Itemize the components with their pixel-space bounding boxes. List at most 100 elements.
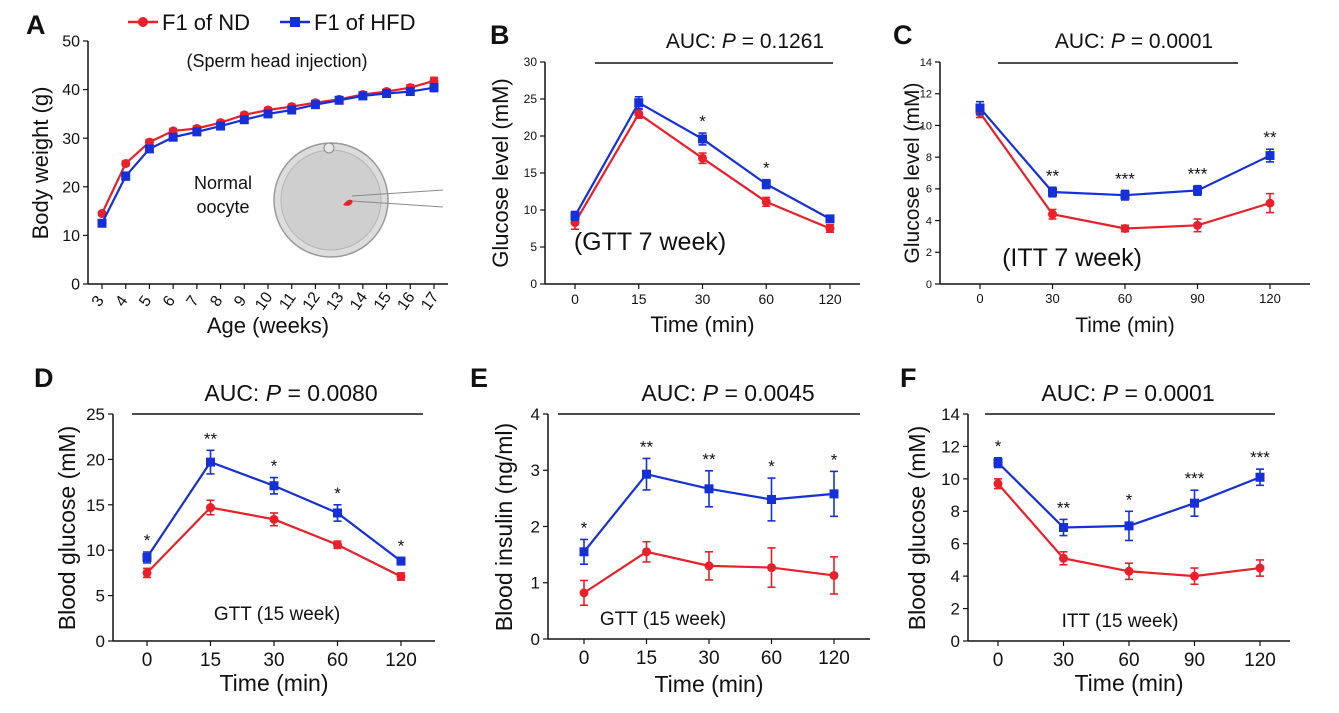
panel-letter-a: A bbox=[26, 10, 46, 40]
panel-d-auc-p: P bbox=[266, 380, 282, 406]
panel-e-xtick-label: 120 bbox=[818, 648, 850, 669]
panel-f-significance-mark: *** bbox=[1250, 448, 1270, 467]
panel-b-series-nd-point bbox=[634, 109, 644, 119]
panel-f-series-hfd-point bbox=[1190, 498, 1199, 508]
panel-letter-c: C bbox=[893, 20, 913, 50]
panel-c-ytick-label: 2 bbox=[926, 247, 932, 259]
panel-c-ytick-label: 4 bbox=[926, 215, 932, 227]
panel-d-series-hfd-point bbox=[333, 508, 342, 518]
panel-c-ytick-label: 8 bbox=[926, 152, 932, 164]
legend-item-hfd: F1 of HFD bbox=[280, 10, 415, 35]
panel-f-auc-value: = 0.0001 bbox=[1118, 380, 1215, 406]
panel-b-xtick-label: 30 bbox=[695, 291, 711, 307]
panel-a-ytick-label: 10 bbox=[62, 228, 80, 245]
panel-c-series-nd-point bbox=[1265, 198, 1275, 208]
panel-c-auc-prefix: AUC: bbox=[1055, 30, 1111, 53]
panel-a-series-nd-point bbox=[144, 137, 154, 147]
panel-e-ylabel: Blood insulin (ng/ml) bbox=[491, 423, 517, 631]
panel-c-annotation: (ITT 7 week) bbox=[1002, 244, 1142, 272]
panel-f-xlabel: Time (min) bbox=[1074, 670, 1183, 696]
panel-b-ytick-label: 10 bbox=[524, 203, 538, 217]
oocyte-label-line2: oocyte bbox=[196, 197, 249, 217]
panel-d-significance-mark: * bbox=[271, 457, 278, 476]
panel-b-auc-prefix: AUC: bbox=[666, 30, 722, 53]
panel-b-series-hfd-point bbox=[570, 211, 580, 221]
panel-e-xtick-label: 0 bbox=[579, 648, 590, 669]
panel-e-ytick-label: 4 bbox=[531, 405, 540, 424]
panel-d-ytick-label: 0 bbox=[96, 632, 105, 651]
panel-f-series-nd-point bbox=[1190, 571, 1199, 581]
panel-b-annotation: (GTT 7 week) bbox=[574, 228, 726, 256]
panel-e-ytick-label: 0 bbox=[531, 630, 540, 649]
panel-f-series-nd bbox=[993, 478, 1265, 586]
panel-e-significance-mark: * bbox=[768, 457, 775, 476]
panel-d-significance-mark: * bbox=[398, 536, 405, 555]
panel-f-ytick-label: 14 bbox=[941, 405, 960, 424]
panel-e-xlabel: Time (min) bbox=[654, 671, 763, 697]
panel-f-xtick-label: 120 bbox=[1244, 650, 1276, 671]
panel-a-ytick-label: 0 bbox=[71, 277, 80, 294]
panel-a-series-hfd-point bbox=[97, 218, 107, 228]
panel-f-series-nd-point bbox=[993, 479, 1003, 489]
panel-letter-b: B bbox=[490, 20, 510, 50]
legend-nd-label: F1 of ND bbox=[162, 10, 250, 35]
panel-f-series-hfd-point bbox=[993, 458, 1003, 468]
panel-f-ylabel: Blood glucose (mM) bbox=[904, 426, 930, 631]
legend-item-nd: F1 of ND bbox=[128, 10, 250, 35]
panel-f-ytick-label: 8 bbox=[951, 502, 960, 521]
injection-needle-top bbox=[351, 189, 444, 197]
panel-a-xtick-label: 14 bbox=[347, 289, 371, 313]
panel-a-xtick-label: 9 bbox=[231, 293, 250, 310]
panel-f-significance-mark: *** bbox=[1185, 469, 1205, 488]
panel-a-series-hfd-point bbox=[144, 144, 154, 154]
panel-a-xtick-label: 16 bbox=[395, 289, 419, 313]
panel-f-series-hfd bbox=[993, 456, 1265, 542]
panel-a-xtick-label: 7 bbox=[184, 293, 203, 310]
panel-a-xtick-label: 8 bbox=[207, 293, 226, 310]
panel-a-series-hfd-point bbox=[263, 109, 273, 119]
panel-c-series-hfd bbox=[975, 100, 1275, 201]
panel-f-auc-p: P bbox=[1103, 380, 1119, 406]
panel-a-series-hfd-point bbox=[310, 100, 320, 110]
panel-f-significance-mark: * bbox=[1126, 490, 1133, 509]
panel-f-ytick-label: 10 bbox=[941, 470, 960, 489]
panel-d-xtick-label: 15 bbox=[200, 650, 221, 671]
panel-e-significance-mark: * bbox=[581, 518, 588, 537]
panel-c-ytick-label: 12 bbox=[920, 89, 932, 101]
panel-a-xtick-label: 6 bbox=[160, 293, 179, 310]
panel-c-series-nd-point bbox=[1048, 209, 1057, 219]
panel-f-significance-mark: ** bbox=[1057, 498, 1071, 517]
panel-a-xtick-label: 12 bbox=[300, 289, 324, 313]
panel-e: 0 1 2 3 4 0 15 30 60 120 Time (min) Blood insulin (… bbox=[491, 380, 870, 697]
panel-b-series-hfd bbox=[570, 95, 835, 224]
panel-e-ytick-label: 3 bbox=[531, 461, 540, 480]
panel-b-xlabel: Time (min) bbox=[650, 312, 754, 337]
panel-b-series-nd-point bbox=[825, 224, 835, 233]
panel-d-series-hfd bbox=[142, 449, 406, 566]
panel-d-series-nd-point bbox=[269, 514, 279, 524]
panel-e-series-nd-point bbox=[767, 563, 776, 573]
panel-b-auc-value: = 0.1261 bbox=[736, 30, 824, 53]
legend: F1 of ND F1 of HFD bbox=[128, 10, 415, 35]
panel-a-xtick-label: 17 bbox=[418, 289, 442, 313]
panel-letter-d: D bbox=[34, 363, 54, 393]
panel-a-series-hfd-point bbox=[121, 171, 131, 181]
panel-e-ytick-label: 2 bbox=[531, 517, 540, 536]
panel-a-xlabel: Age (weeks) bbox=[207, 313, 329, 338]
panel-b-ytick-label: 5 bbox=[530, 240, 537, 254]
panel-e-series-nd-point bbox=[642, 547, 651, 557]
panel-c-xtick-label: 90 bbox=[1190, 291, 1204, 306]
panel-e-significance-mark: ** bbox=[640, 437, 654, 456]
panel-c-ytick-label: 0 bbox=[926, 279, 932, 291]
panel-e-auc-prefix: AUC: bbox=[641, 380, 702, 406]
panel-b-auc-p: P bbox=[722, 30, 736, 53]
panel-d-significance-mark: ** bbox=[204, 429, 218, 448]
panel-a-annotation: (Sperm head injection) bbox=[186, 51, 367, 71]
panel-f-ytick-label: 6 bbox=[951, 535, 960, 554]
panel-e-series-hfd-point bbox=[642, 469, 651, 479]
panel-b-ytick-label: 25 bbox=[524, 92, 538, 106]
panel-f-auc-label: AUC: P = 0.0001 bbox=[1041, 380, 1214, 406]
panel-d-ytick-label: 15 bbox=[86, 496, 105, 515]
